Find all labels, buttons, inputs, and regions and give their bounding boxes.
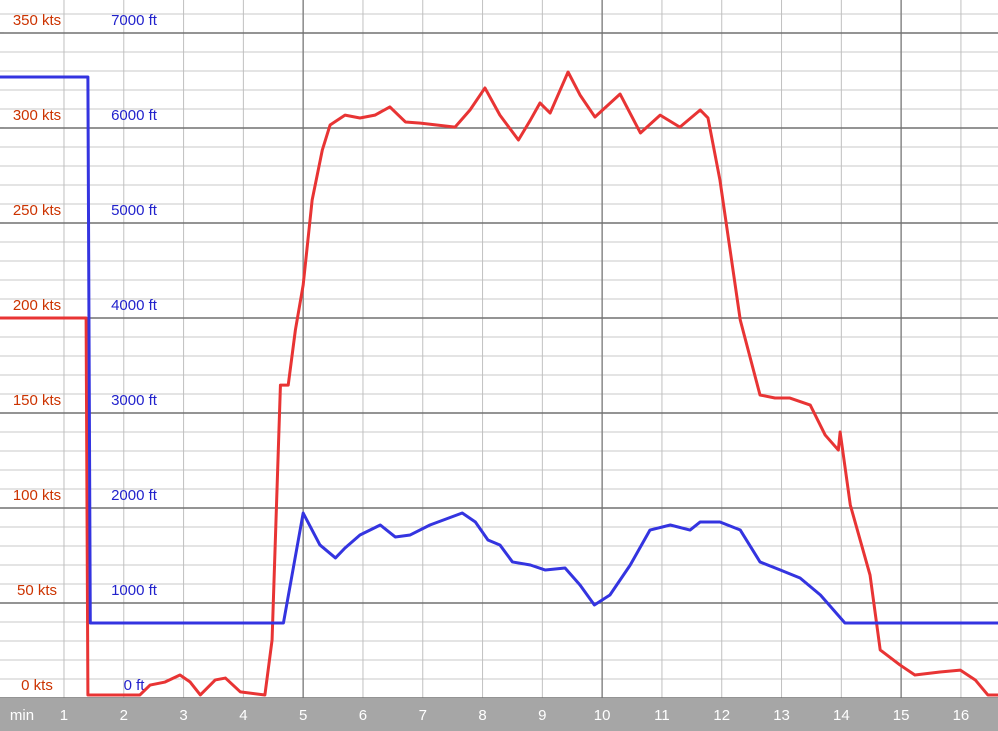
y-tick-label: 200 kts: [13, 297, 61, 314]
x-tick-label: 7: [419, 707, 427, 724]
y2-tick-label: 6000 ft: [111, 107, 158, 124]
x-tick-label: 3: [179, 707, 187, 724]
y-tick-label: 100 kts: [13, 487, 61, 504]
y-tick-label: 300 kts: [13, 107, 61, 124]
x-tick-label: 16: [953, 707, 970, 724]
y-tick-label: 0 kts: [21, 677, 53, 694]
y2-tick-label: 4000 ft: [111, 297, 158, 314]
x-tick-label: 12: [713, 707, 730, 724]
x-tick-label: 11: [654, 707, 670, 724]
x-tick-label: 15: [893, 707, 910, 724]
y2-tick-label: 1000 ft: [111, 582, 158, 599]
x-tick-label: 2: [120, 707, 128, 724]
y-tick-label: 150 kts: [13, 392, 61, 409]
y2-tick-label: 0 ft: [124, 677, 146, 694]
y2-tick-label: 7000 ft: [111, 12, 158, 29]
y-tick-label: 350 kts: [13, 12, 61, 29]
x-tick-label: 14: [833, 707, 850, 724]
y-tick-label: 250 kts: [13, 202, 61, 219]
x-tick-label: 13: [773, 707, 790, 724]
x-tick-label: 6: [359, 707, 367, 724]
y2-tick-label: 3000 ft: [111, 392, 158, 409]
x-tick-label: 1: [60, 707, 68, 724]
y-tick-label: 50 kts: [17, 582, 57, 599]
x-tick-label: 10: [594, 707, 611, 724]
x-tick-label: 5: [299, 707, 307, 724]
x-tick-label: 9: [538, 707, 546, 724]
x-axis-band: [0, 698, 998, 731]
x-tick-label: 4: [239, 707, 247, 724]
series-line: [0, 70, 998, 697]
y2-tick-label: 5000 ft: [111, 202, 158, 219]
x-tick-label: 8: [478, 707, 486, 724]
y2-tick-label: 2000 ft: [111, 487, 158, 504]
x-axis-label: min: [10, 707, 34, 724]
series-line: [0, 75, 998, 625]
